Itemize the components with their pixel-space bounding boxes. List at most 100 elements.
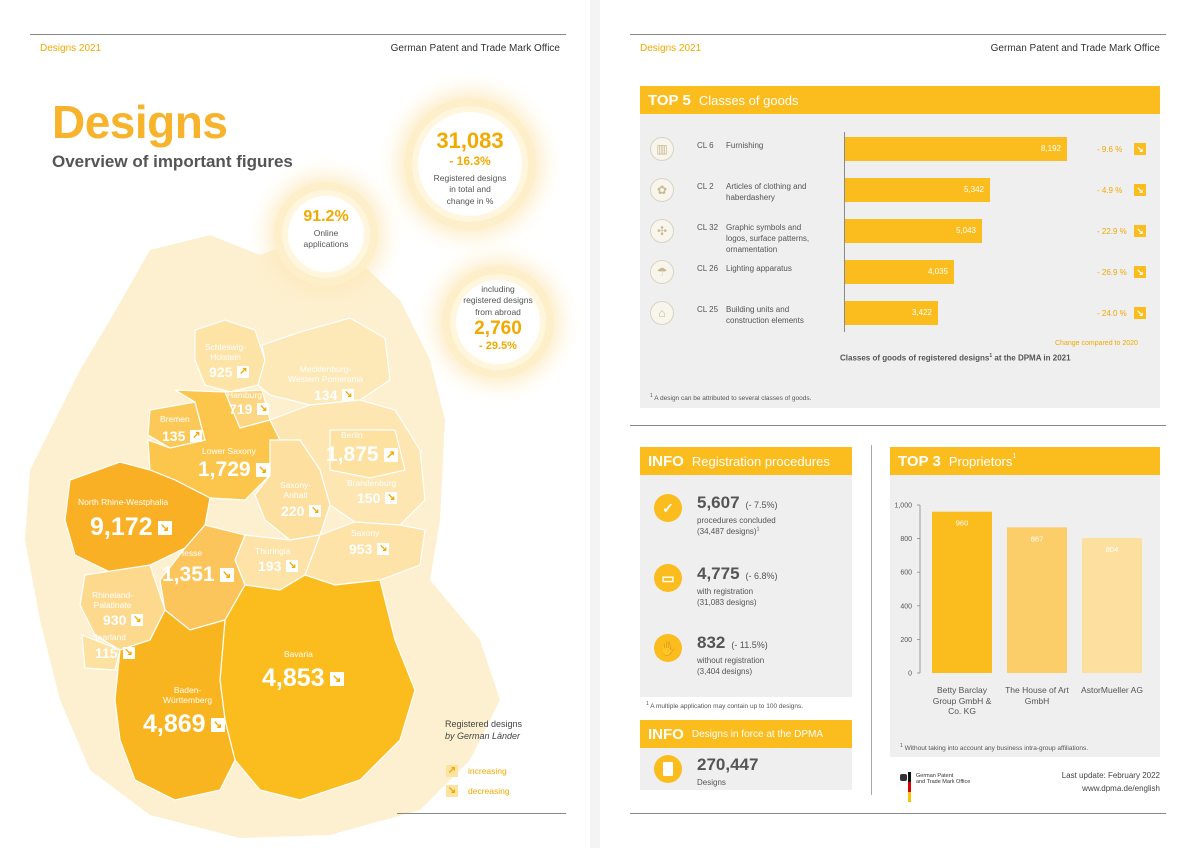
label-nrw: North Rhine-Westphalia <box>78 497 169 507</box>
class-value: 8,192 <box>1040 144 1061 153</box>
decreasing-arrow-icon: ↘ <box>342 389 355 401</box>
map-legend-title: Registered designs by German Länder <box>445 719 523 742</box>
abroad-label3: from abroad <box>475 306 521 317</box>
top3-banner: TOP 3 Proprietors 1 <box>890 447 1160 475</box>
class-name: Graphic symbols and logos, surface patte… <box>726 223 810 254</box>
class-bar: 5,043 <box>845 219 982 243</box>
region-baden-wuerttemberg <box>114 609 236 801</box>
header-publisher-right: German Patent and Trade Mark Office <box>990 43 1160 54</box>
abroad-change: - 29.5% <box>479 340 517 353</box>
decreasing-arrow-icon: ↘ <box>1134 143 1146 155</box>
class-value: 3,422 <box>911 308 932 317</box>
total-designs-label1: Registered designs <box>433 173 507 183</box>
increasing-arrow-icon: ↗ <box>237 366 250 378</box>
info-inforce-banner: INFO Designs in force at the DPMA <box>640 720 852 748</box>
class-row: ✣ CL 32 Graphic symbols and logos, surface… <box>650 219 1150 254</box>
class-code: CL 6 <box>697 141 714 150</box>
label-hamburg: Hamburg <box>227 390 262 400</box>
top5-caption: Classes of goods of registered designs1 … <box>840 353 1071 363</box>
value-nrw: 9,172 ↘ <box>90 513 172 542</box>
proprietor-name: AstorMueller AG <box>1081 685 1143 695</box>
hand-stop-icon: ✋ <box>654 634 682 662</box>
value-berlin: 1,875 ↗ <box>326 443 398 467</box>
top5-axis-line <box>844 132 845 332</box>
map-regions <box>64 317 426 801</box>
increasing-arrow-icon: ↗ <box>383 448 398 462</box>
decreasing-arrow-icon: ↘ <box>377 543 390 555</box>
class-value: 4,035 <box>927 267 948 276</box>
checkmark-icon: ✓ <box>654 494 682 522</box>
label-bavaria: Bavaria <box>284 649 313 659</box>
class-bar: 8,192 <box>845 137 1067 161</box>
concluded-value: 5,607 (- 7.5%) <box>697 493 778 512</box>
class-change: - 22.9 % <box>1097 227 1127 236</box>
label-hesse: Hesse <box>178 548 203 558</box>
legend-decreasing: ↘ decreasing <box>446 785 510 797</box>
value-lower-saxony: 1,729 ↘ <box>198 458 270 482</box>
class-bar: 3,422 <box>845 301 938 325</box>
top5-footnote: 1 A design can be attributed to several … <box>650 393 812 403</box>
label-mecklenburg: Mecklenburg- Western Pomerania <box>288 364 363 385</box>
without-registration-value: 832 (- 11.5%) <box>697 633 768 652</box>
left-page: Designs 2021 German Patent and Trade Mar… <box>0 0 590 848</box>
online-label1: Online <box>313 228 339 238</box>
class-change: - 24.0 % <box>1097 309 1127 318</box>
label-schleswig-holstein: Schleswig- Holstein <box>205 342 247 363</box>
y-tick-label: 400 <box>900 603 912 610</box>
class-row: ☂ CL 26 Lighting apparatus 4,035 - 26.9 % ↘ <box>650 260 1150 290</box>
lamp-icon: ☂ <box>650 260 674 284</box>
abroad-label2: registered designs <box>463 295 533 306</box>
building-icon: ⌂ <box>650 301 674 325</box>
decreasing-arrow-icon: ↘ <box>257 403 270 415</box>
header-rule <box>30 34 566 35</box>
class-code: CL 2 <box>697 182 714 191</box>
germany-map <box>25 235 500 838</box>
proprietor-bar <box>932 511 992 673</box>
decreasing-arrow-icon: ↘ <box>286 560 299 572</box>
website-url[interactable]: www.dpma.de/english <box>1082 784 1160 793</box>
proprietor-value-label: 804 <box>1106 545 1119 554</box>
value-mecklenburg: 134 ↘ <box>314 387 355 403</box>
decreasing-arrow-icon: ↘ <box>446 785 458 797</box>
decreasing-arrow-icon: ↘ <box>1134 225 1146 237</box>
total-designs-change: - 16.3% <box>449 154 491 168</box>
header-title: Designs 2021 <box>40 43 102 54</box>
value-bavaria: 4,853 ↘ <box>262 664 344 693</box>
class-name: Building units and construction elements <box>726 305 804 325</box>
top5-change-note: Change compared to 2020 <box>1055 340 1138 347</box>
with-registration-sub: with registration (31,083 designs) <box>697 587 757 608</box>
online-applications-bubble: 91.2% Online applications <box>288 196 364 272</box>
class-value: 5,342 <box>963 185 984 194</box>
label-baden-wuerttemberg: Baden- Württemberg <box>163 685 213 706</box>
total-designs-label3: change in % <box>446 195 494 206</box>
value-hesse: 1,351 ↘ <box>162 563 234 587</box>
proprietor-bar <box>1007 527 1067 673</box>
pattern-icon: ✣ <box>650 219 674 243</box>
y-tick-label: 0 <box>908 671 912 678</box>
decreasing-arrow-icon: ↘ <box>122 647 135 659</box>
value-saarland: 115 ↘ <box>95 645 135 661</box>
total-designs-bubble: 31,083 - 16.3% Registered designs in tot… <box>418 112 522 216</box>
label-brandenburg: Brandenburg <box>347 478 397 488</box>
section-rule <box>630 425 1166 426</box>
last-update: Last update: February 2022 <box>1061 771 1160 780</box>
class-name: Furnishing <box>726 141 764 150</box>
region-saarland <box>81 634 121 671</box>
page-subtitle: Overview of important figures <box>52 152 293 171</box>
footer-rule <box>397 813 566 814</box>
value-bremen: 135 ↗ <box>162 428 203 444</box>
value-hamburg: 719 ↘ <box>229 401 270 417</box>
decreasing-arrow-icon: ↘ <box>329 671 344 686</box>
proprietor-value-label: 867 <box>1031 534 1044 543</box>
decreasing-arrow-icon: ↘ <box>131 614 144 626</box>
label-berlin: Berlin <box>341 430 363 440</box>
value-baden-wuerttemberg: 4,869 ↘ <box>143 710 225 739</box>
value-brandenburg: 150 ↘ <box>357 490 398 506</box>
class-value: 5,043 <box>955 226 976 235</box>
proprietor-value-label: 960 <box>956 519 969 528</box>
y-tick-label: 800 <box>900 536 912 543</box>
info-registration-banner: INFO Registration procedures <box>640 447 852 475</box>
dpma-logo: German Patent and Trade Mark Office <box>900 770 980 804</box>
proprietors-chart: 0 200 400 600 800 1,000 960 867 804 <box>894 503 1142 678</box>
region-berlin <box>329 429 406 479</box>
